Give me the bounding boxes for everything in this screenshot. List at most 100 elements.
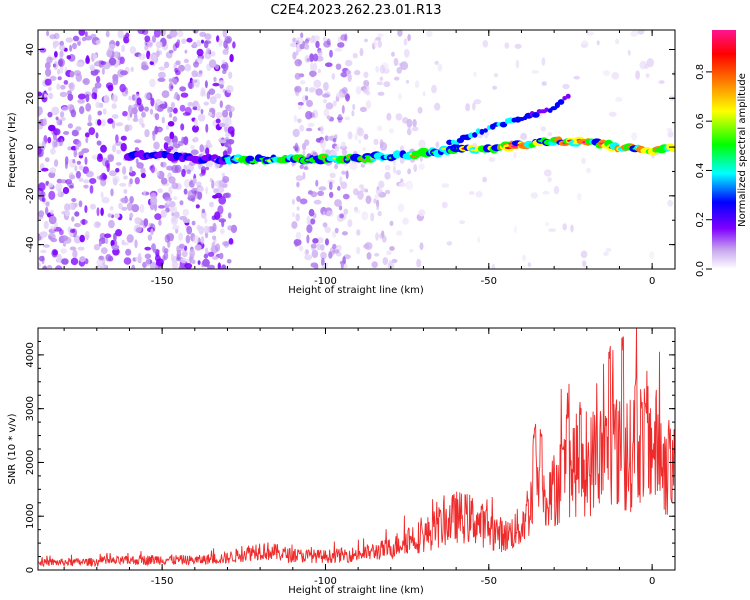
noise-speckle (376, 125, 383, 132)
noise-speckle (208, 88, 216, 95)
noise-speckle (311, 249, 319, 259)
noise-speckle (192, 125, 199, 133)
noise-speckle (224, 123, 229, 128)
noise-speckle (340, 181, 348, 190)
noise-speckle (328, 251, 333, 259)
noise-speckle (215, 64, 219, 70)
noise-speckle (173, 78, 178, 85)
y-tick-label: 0 (25, 567, 36, 573)
snr-xlabel: Height of straight line (km) (288, 585, 424, 596)
noise-speckle (340, 141, 346, 149)
noise-speckle (207, 264, 215, 269)
noise-speckle (55, 182, 63, 192)
noise-speckle (68, 82, 74, 90)
noise-speckle (329, 49, 333, 58)
spectrogram-xlabel: Height of straight line (km) (288, 285, 424, 296)
noise-speckle (596, 40, 600, 46)
noise-speckle (213, 188, 219, 194)
noise-speckle (151, 243, 156, 251)
noise-speckle (218, 80, 225, 85)
noise-speckle (201, 208, 206, 214)
noise-speckle (88, 127, 96, 136)
noise-speckle (140, 172, 146, 179)
noise-speckle (45, 68, 52, 77)
colorbar-label: Normalized spectral amplitude (737, 73, 748, 227)
noise-speckle (541, 81, 547, 86)
noise-speckle (191, 259, 196, 265)
branch-blob (472, 132, 478, 138)
noise-speckle (69, 228, 76, 233)
noise-speckle (373, 198, 377, 204)
x-tick-label: -100 (314, 276, 337, 287)
noise-speckle (347, 219, 353, 228)
noise-speckle (547, 177, 552, 183)
noise-speckle (218, 38, 223, 47)
noise-speckle (168, 82, 174, 92)
noise-speckle (164, 234, 170, 243)
noise-speckle (104, 233, 112, 238)
noise-speckle (78, 30, 86, 36)
noise-speckle (107, 118, 114, 124)
noise-speckle (129, 46, 137, 54)
noise-speckle (46, 265, 53, 269)
noise-speckle (212, 82, 220, 87)
noise-speckle (49, 167, 57, 174)
noise-speckle (112, 144, 117, 153)
noise-speckle (397, 30, 403, 37)
noise-speckle (191, 79, 198, 83)
noise-speckle (402, 217, 409, 225)
noise-speckle (146, 50, 151, 60)
noise-speckle (570, 224, 574, 233)
noise-speckle (164, 196, 173, 202)
noise-speckle (173, 141, 178, 148)
noise-speckle (377, 39, 383, 48)
noise-speckle (403, 48, 410, 58)
noise-speckle (187, 101, 193, 107)
spectrogram-ylabel: Frequency (Hz) (7, 112, 18, 188)
noise-speckle (393, 76, 400, 81)
noise-speckle (407, 34, 411, 42)
noise-speckle (171, 164, 179, 174)
noise-speckle (55, 116, 59, 121)
noise-speckle (313, 53, 319, 62)
noise-speckle (224, 192, 232, 199)
noise-speckle (299, 43, 304, 50)
noise-speckle (56, 253, 62, 263)
noise-speckle (59, 50, 64, 58)
noise-speckle (359, 106, 367, 113)
noise-speckle (114, 213, 120, 219)
noise-speckle (379, 64, 386, 74)
noise-speckle (50, 225, 57, 231)
noise-speckle (41, 167, 49, 172)
noise-speckle (325, 262, 329, 267)
noise-speckle (158, 66, 166, 71)
noise-speckle (326, 38, 331, 46)
noise-speckle (527, 262, 532, 268)
noise-speckle (172, 116, 178, 123)
noise-speckle (317, 68, 321, 74)
noise-speckle (359, 47, 364, 57)
noise-speckle (493, 72, 499, 78)
noise-speckle (78, 151, 85, 156)
noise-speckle (67, 226, 71, 233)
noise-speckle (99, 174, 103, 181)
noise-speckle (40, 249, 47, 254)
noise-speckle (49, 34, 56, 40)
noise-speckle (186, 169, 191, 175)
spectrogram-marks (38, 30, 675, 269)
noise-speckle (468, 191, 475, 195)
noise-speckle (154, 213, 162, 221)
noise-speckle (63, 80, 69, 85)
noise-speckle (192, 106, 198, 111)
noise-speckle (312, 35, 320, 41)
noise-speckle (131, 204, 140, 213)
noise-speckle (313, 199, 322, 205)
noise-speckle (605, 247, 612, 253)
noise-speckle (192, 178, 197, 185)
noise-speckle (54, 159, 59, 167)
noise-speckle (60, 84, 66, 90)
noise-speckle (412, 119, 417, 128)
noise-speckle (297, 101, 304, 106)
noise-speckle (46, 56, 53, 64)
noise-speckle (85, 103, 92, 112)
